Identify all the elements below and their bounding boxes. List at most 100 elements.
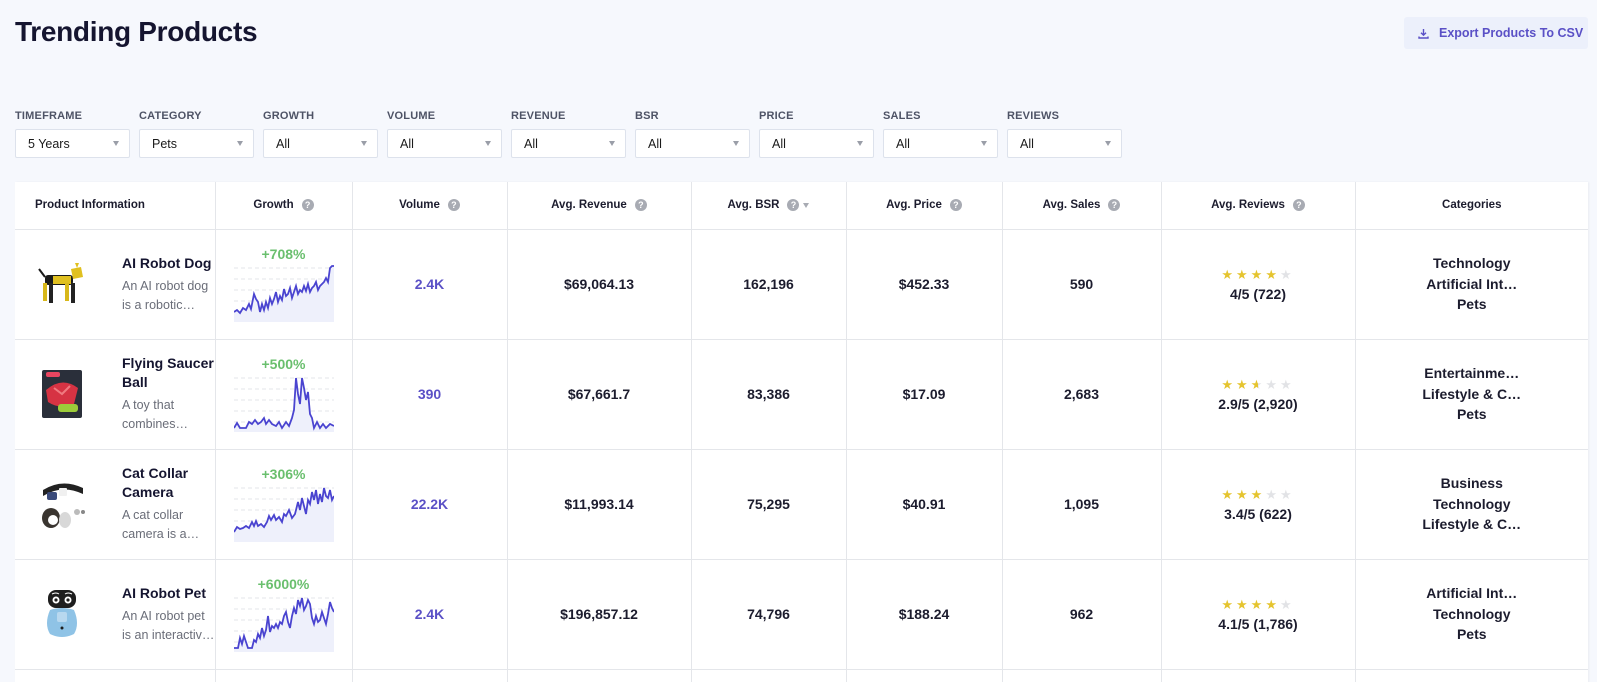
rating-text: 2.9/5 (2,920) [1218, 395, 1298, 412]
table-row[interactable]: AI Robot Pet An AI robot pet is an inter… [15, 559, 1588, 670]
avg-price-value: $17.09 [902, 386, 946, 402]
col-avg-price[interactable]: Avg. Price? [846, 182, 1003, 230]
sales-select[interactable]: All [883, 129, 998, 158]
product-info[interactable]: AI Robot Dog An AI robot dog is a roboti… [15, 254, 215, 315]
category-tag: Artificial Int… [1426, 585, 1518, 602]
star-rating: ★★★★★ [1162, 377, 1355, 393]
category-tag: Pets [1456, 296, 1487, 313]
rating-text: 4/5 (722) [1229, 285, 1287, 302]
category-tag: Pets [1456, 406, 1487, 423]
download-icon [1418, 28, 1429, 39]
select-value: All [276, 136, 290, 151]
product-thumbnail [35, 254, 89, 314]
col-volume[interactable]: Volume? [352, 182, 508, 230]
volume-value: 390 [417, 386, 442, 402]
growth-sparkline [233, 377, 334, 432]
reviews-select[interactable]: All [1007, 129, 1122, 158]
filter-revenue: REVENUE All [511, 110, 635, 158]
product-name[interactable]: AI Robot Pet [122, 584, 206, 601]
product-info[interactable]: AI Robot Pet An AI robot pet is an inter… [15, 584, 215, 645]
help-icon[interactable]: ? [634, 199, 647, 212]
revenue-select[interactable]: All [511, 129, 626, 158]
sort-desc-icon[interactable] [803, 202, 810, 208]
filter-label: SALES [883, 110, 921, 122]
growth-percent: +306% [261, 466, 306, 482]
filter-volume: VOLUME All [387, 110, 511, 158]
product-description: A toy that combines… [122, 398, 188, 431]
growth-percent: +708% [261, 246, 306, 262]
avg-price-value: $452.33 [898, 276, 950, 292]
star-empty-icon: ★★ [1265, 486, 1295, 502]
column-label: Product Information [35, 199, 145, 212]
star-icon: ★★★★ [1221, 266, 1280, 282]
filter-label: CATEGORY [139, 110, 202, 122]
category-list: Business Technology Lifestyle & C… [1356, 473, 1589, 535]
help-icon[interactable]: ? [447, 199, 460, 212]
table-row[interactable]: Flying Saucer Ball A toy that combines… … [15, 339, 1588, 450]
col-avg-bsr[interactable]: Avg. BSR? [691, 182, 847, 230]
help-icon[interactable]: ? [949, 199, 962, 212]
avg-bsr-value: 75,295 [747, 496, 790, 512]
col-avg-sales[interactable]: Avg. Sales? [1002, 182, 1162, 230]
bsr-select[interactable]: All [635, 129, 750, 158]
table-row[interactable] [15, 669, 1588, 682]
product-thumbnail [35, 474, 89, 534]
filter-timeframe: TIMEFRAME 5 Years [15, 110, 139, 158]
star-icon: ★★ [1221, 376, 1251, 392]
filter-price: PRICE All [759, 110, 883, 158]
caret-down-icon [113, 141, 119, 146]
filter-label: PRICE [759, 110, 794, 122]
help-icon[interactable]: ? [787, 199, 800, 212]
price-select[interactable]: All [759, 129, 874, 158]
help-icon[interactable]: ? [1108, 199, 1121, 212]
column-label: Avg. Price [886, 199, 942, 212]
rating-text: 4.1/5 (1,786) [1218, 615, 1298, 632]
avg-sales-value: 590 [1069, 276, 1094, 292]
volume-value: 22.2K [410, 496, 449, 512]
select-value: All [1020, 136, 1034, 151]
star-icon: ★★★ [1221, 486, 1266, 502]
star-rating: ★★★★★ [1162, 597, 1355, 613]
rating-text: 3.4/5 (622) [1224, 505, 1292, 522]
growth-sparkline [233, 597, 334, 652]
export-csv-button[interactable]: Export Products To CSV [1404, 17, 1588, 49]
select-value: All [896, 136, 910, 151]
select-value: All [524, 136, 538, 151]
col-growth[interactable]: Growth? [215, 182, 353, 230]
col-avg-revenue[interactable]: Avg. Revenue? [507, 182, 692, 230]
timeframe-select[interactable]: 5 Years [15, 129, 130, 158]
product-info[interactable]: Cat Collar Camera A cat collar camera is… [15, 464, 215, 544]
product-name[interactable]: Cat Collar Camera [122, 465, 189, 500]
product-description: An AI robot dog is a robotic… [122, 278, 209, 312]
category-tag: Technology [1432, 255, 1511, 272]
help-icon[interactable]: ? [1292, 199, 1305, 212]
col-product-information: Product Information [15, 182, 216, 230]
star-empty-icon: ★★ [1265, 376, 1295, 392]
star-empty-icon: ★ [1279, 596, 1295, 612]
category-tag: Technology [1432, 605, 1511, 622]
category-select[interactable]: Pets [139, 129, 254, 158]
caret-down-icon [485, 141, 491, 146]
filter-label: GROWTH [263, 110, 315, 122]
star-icon: ★★★★ [1221, 596, 1280, 612]
volume-select[interactable]: All [387, 129, 502, 158]
avg-revenue-value: $11,993.14 [564, 496, 634, 512]
table-row[interactable]: Cat Collar Camera A cat collar camera is… [15, 449, 1589, 560]
product-info[interactable]: Flying Saucer Ball A toy that combines… [15, 354, 215, 434]
category-tag: Lifestyle & C… [1422, 516, 1522, 533]
help-icon[interactable]: ? [301, 199, 314, 212]
table-header-row: Product Information Growth? Volume? Avg.… [15, 182, 1588, 230]
filter-reviews: REVIEWS All [1007, 110, 1131, 158]
table-row[interactable]: AI Robot Dog An AI robot dog is a roboti… [15, 229, 1588, 340]
products-table: Product Information Growth? Volume? Avg.… [15, 182, 1588, 682]
avg-revenue-value: $67,661.7 [567, 386, 631, 402]
filter-label: BSR [635, 110, 659, 122]
growth-select[interactable]: All [263, 129, 378, 158]
product-name[interactable]: AI Robot Dog [122, 254, 212, 271]
avg-price-value: $40.91 [902, 496, 946, 512]
growth-percent: +500% [261, 356, 306, 372]
product-name[interactable]: Flying Saucer Ball [122, 355, 214, 390]
robot-pet-icon [47, 590, 77, 637]
col-avg-reviews[interactable]: Avg. Reviews? [1161, 182, 1356, 230]
avg-bsr-value: 162,196 [743, 276, 794, 292]
